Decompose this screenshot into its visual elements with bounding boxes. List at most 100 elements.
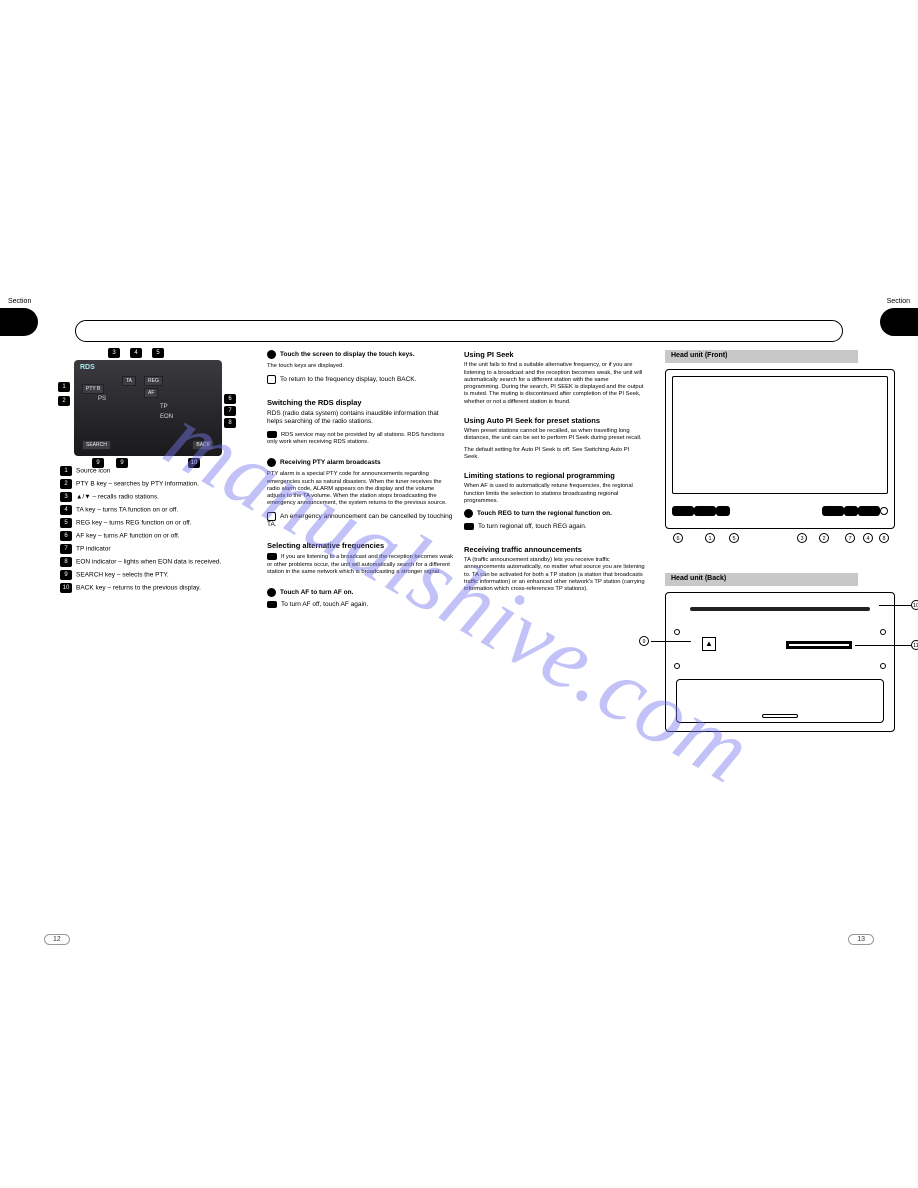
fp-circle-button: [880, 507, 888, 515]
h2: Switching the RDS display: [267, 398, 454, 407]
fp-button: [858, 506, 880, 516]
note2: RDS service may not be provided by all s…: [267, 432, 444, 445]
sub2r: Using Auto PI Seek for preset stations: [464, 416, 645, 425]
bullet-icon: [464, 509, 473, 518]
bullet-icon: [267, 350, 276, 359]
back-panel-diagram: ▲: [665, 592, 895, 732]
callout-10: 10: [188, 458, 200, 468]
disc-slot: [690, 607, 870, 611]
fpc-2: 2: [819, 533, 829, 543]
box1: To return to the frequency display, touc…: [280, 376, 416, 383]
fpc-7: 7: [845, 533, 855, 543]
sub4r: Receiving traffic announcements: [464, 545, 645, 554]
fpc-1: 1: [705, 533, 715, 543]
square-icon: [267, 512, 276, 521]
callout-8: 8: [224, 418, 236, 428]
page-num-left: 12: [44, 934, 70, 945]
rds-btn-back: BACK: [192, 440, 214, 450]
p4r: TA (traffic announcement standby) lets y…: [464, 557, 645, 593]
callout-7: 7: [224, 406, 236, 416]
fp-button: [844, 506, 858, 516]
fpc-6: 6: [673, 533, 683, 543]
fp-button: [822, 506, 844, 516]
note2r: The default setting for Auto PI Seek is …: [464, 447, 645, 461]
h4a: Selecting alternative frequencies: [267, 541, 454, 550]
note-icon: [464, 523, 474, 530]
drawer: [676, 679, 884, 723]
callout-5: 5: [152, 348, 164, 358]
screw-icon: [674, 629, 680, 635]
page-num-right: 13: [848, 934, 874, 945]
item-8: 8EON indicator – lights when EON data is…: [60, 557, 247, 567]
screw-icon: [880, 663, 886, 669]
sd-slot: [786, 641, 852, 649]
p2r: When preset stations cannot be recalled,…: [464, 428, 645, 442]
item-6: 6AF key – turns AF function on or off.: [60, 531, 247, 541]
para3b: An emergency announcement can be cancell…: [267, 513, 452, 528]
page-left: 3 4 5 1 2 7 6 8 9 9 10 RDS PTY: [0, 295, 459, 955]
sub1: The touch keys are displayed.: [267, 363, 454, 370]
rds-figure: 3 4 5 1 2 7 6 8 9 9 10 RDS PTY: [60, 350, 222, 460]
h3: Receiving PTY alarm broadcasts: [280, 459, 381, 466]
fpc-8: 8: [879, 533, 889, 543]
callout-2: 2: [58, 396, 70, 406]
sec1-title: Head unit (Front): [665, 350, 858, 363]
page-right: Using PI Seek If the unit fails to find …: [459, 295, 918, 955]
item-10: 10BACK key – returns to the previous dis…: [60, 583, 247, 593]
eject-icon: ▲: [702, 637, 716, 651]
sub1r: Using PI Seek: [464, 350, 645, 359]
bc-10: 10: [911, 600, 918, 610]
box4: To turn AF off, touch AF again.: [281, 602, 368, 609]
fp-button: [672, 506, 694, 516]
rds-txt-eon: EON: [160, 414, 173, 422]
item-4: 4TA key – turns TA function on or off.: [60, 505, 247, 515]
p1r: If the unit fails to find a suitable alt…: [464, 362, 645, 405]
screw-icon: [674, 663, 680, 669]
rds-txt-ps: PS: [98, 396, 106, 404]
step3r: Touch REG to turn the regional function …: [477, 510, 612, 517]
note-icon: [267, 601, 277, 608]
para2: RDS (radio data system) contains inaudib…: [267, 410, 454, 426]
item-3: 3▲/▼ – recalls radio stations.: [60, 492, 247, 502]
step1: Touch the screen to display the touch ke…: [280, 351, 415, 358]
rds-txt-tp: TP: [160, 404, 168, 412]
square-icon: [267, 375, 276, 384]
rds-btn-ta: TA: [122, 376, 136, 386]
item-1: 1Source icon: [60, 466, 247, 476]
note-icon: [267, 553, 277, 560]
front-panel-diagram: [665, 369, 895, 529]
rds-screen: RDS PTY B TA REG AF PS TP EON SEARCH BAC…: [74, 360, 222, 456]
page-spread: 3 4 5 1 2 7 6 8 9 9 10 RDS PTY: [0, 295, 918, 955]
step4: Touch AF to turn AF on.: [280, 589, 353, 596]
bullet-icon: [267, 458, 276, 467]
p3r: When AF is used to automatically retune …: [464, 483, 645, 505]
fpc-4: 4: [863, 533, 873, 543]
callout-6: 6: [224, 394, 236, 404]
callout-9b: 9: [116, 458, 128, 468]
rds-btn-reg: REG: [144, 376, 163, 386]
fp-button: [694, 506, 716, 516]
item-2: 2PTY B key – searches by PTY information…: [60, 479, 247, 489]
rds-title: RDS: [80, 364, 95, 373]
callout-9: 9: [92, 458, 104, 468]
box3r: To turn regional off, touch REG again.: [478, 523, 587, 530]
bc-9: 9: [639, 636, 649, 646]
bc-11: 11: [911, 640, 918, 650]
callout-1: 1: [58, 382, 70, 392]
para3a: PTY alarm is a special PTY code for anno…: [267, 471, 454, 507]
item-5: 5REG key – turns REG function on or off.: [60, 518, 247, 528]
item-9: 9SEARCH key – selects the PTY.: [60, 570, 247, 580]
screw-icon: [880, 629, 886, 635]
rds-btn-af: AF: [144, 388, 158, 398]
sec2-title: Head unit (Back): [665, 573, 858, 586]
para4: If you are listening to a broadcast and …: [267, 554, 453, 574]
bullet-icon: [267, 588, 276, 597]
rds-btn-search: SEARCH: [82, 440, 111, 450]
note-icon: [267, 431, 277, 438]
sub3r: Limiting stations to regional programmin…: [464, 471, 645, 480]
fpc-3: 3: [797, 533, 807, 543]
rds-btn-ptyb: PTY B: [82, 384, 104, 394]
fpc-5: 5: [729, 533, 739, 543]
front-panel-callouts: 6 1 5 3 2 7 4 8: [665, 533, 895, 551]
callout-4: 4: [130, 348, 142, 358]
